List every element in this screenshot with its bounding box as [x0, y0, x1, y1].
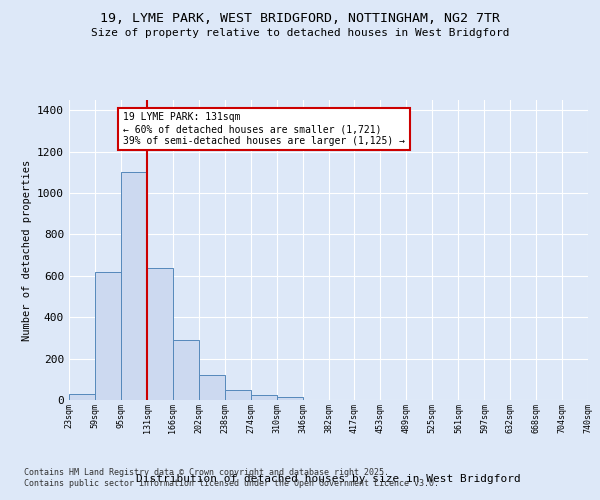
Bar	[147, 268, 173, 400]
Bar	[251, 395, 277, 400]
Text: 19, LYME PARK, WEST BRIDGFORD, NOTTINGHAM, NG2 7TR: 19, LYME PARK, WEST BRIDGFORD, NOTTINGHA…	[100, 12, 500, 26]
Text: Contains HM Land Registry data © Crown copyright and database right 2025.
Contai: Contains HM Land Registry data © Crown c…	[24, 468, 439, 487]
Text: 19 LYME PARK: 131sqm
← 60% of detached houses are smaller (1,721)
39% of semi-de: 19 LYME PARK: 131sqm ← 60% of detached h…	[123, 112, 405, 146]
Y-axis label: Number of detached properties: Number of detached properties	[22, 160, 32, 340]
Bar	[199, 375, 224, 400]
Bar	[95, 272, 121, 400]
Bar	[224, 390, 251, 400]
Bar	[173, 340, 199, 400]
Bar	[121, 172, 147, 400]
X-axis label: Distribution of detached houses by size in West Bridgford: Distribution of detached houses by size …	[136, 474, 521, 484]
Bar	[277, 397, 303, 400]
Text: Size of property relative to detached houses in West Bridgford: Size of property relative to detached ho…	[91, 28, 509, 38]
Bar	[69, 394, 95, 400]
